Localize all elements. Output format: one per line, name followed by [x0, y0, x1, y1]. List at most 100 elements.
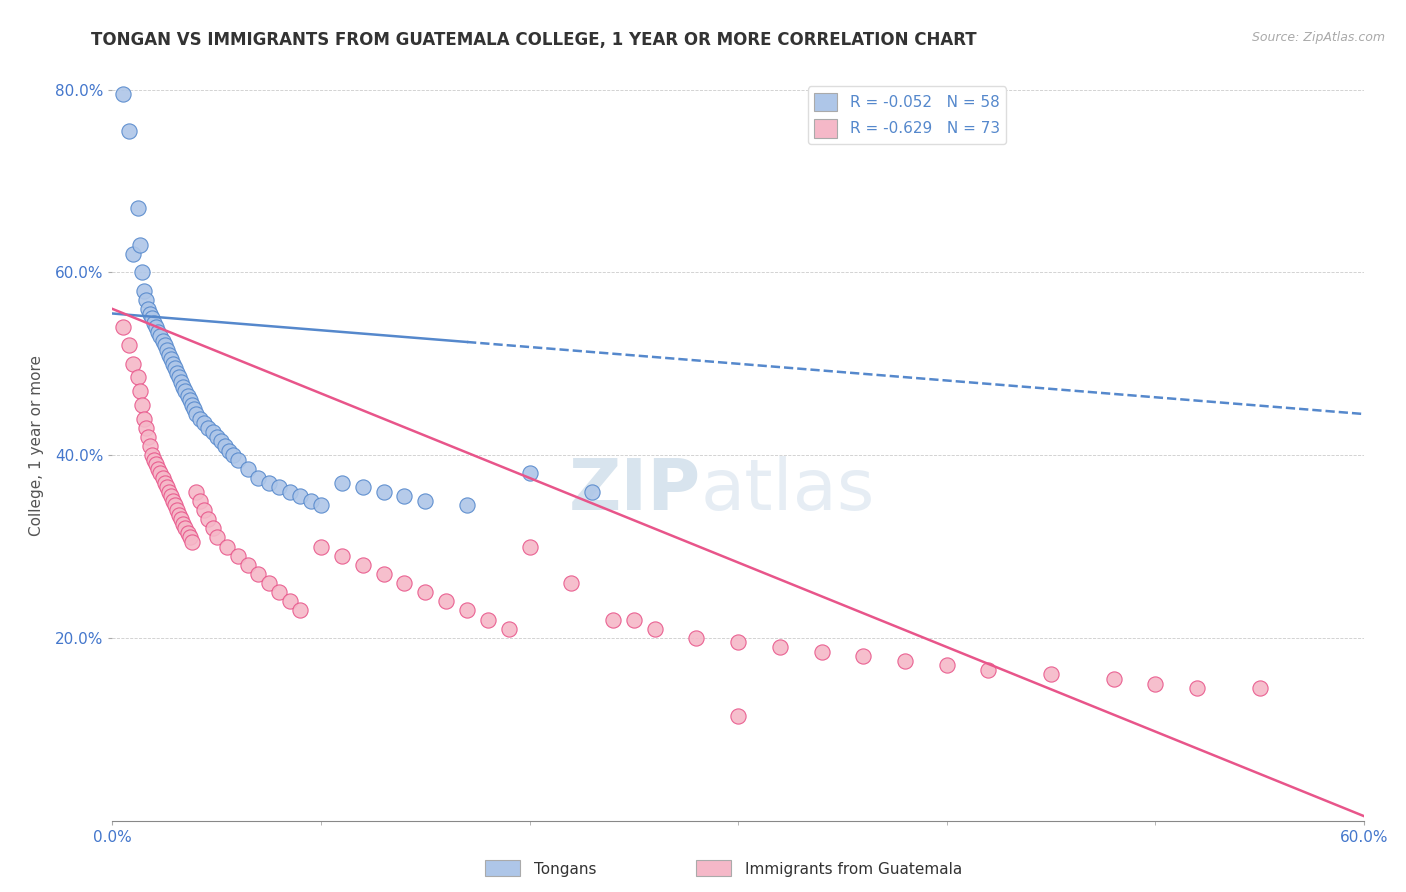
Point [180, 535, 202, 549]
Point [290, 603, 312, 617]
Point [236, 462, 259, 476]
Point [135, 293, 157, 307]
Point [644, 622, 666, 636]
Y-axis label: College, 1 year or more: College, 1 year or more [30, 356, 44, 536]
Point [1039, 667, 1063, 681]
FancyBboxPatch shape [485, 860, 520, 876]
Text: Immigrants from Guatemala: Immigrants from Guatemala [745, 863, 963, 877]
Point [247, 471, 270, 485]
Point [222, 448, 245, 462]
Text: Source: ZipAtlas.com: Source: ZipAtlas.com [1251, 31, 1385, 45]
Point [162, 357, 184, 371]
Point [143, 316, 166, 330]
Point [148, 325, 170, 339]
Point [413, 585, 436, 599]
Point [456, 603, 478, 617]
Point [174, 521, 197, 535]
Point [156, 480, 179, 494]
Point [139, 439, 162, 453]
Point [153, 338, 176, 352]
Point [1249, 681, 1271, 695]
Point [148, 462, 170, 476]
Point [290, 489, 312, 503]
Point [309, 499, 332, 513]
Point [278, 594, 301, 608]
Point [166, 503, 188, 517]
Point [136, 430, 159, 444]
Point [394, 576, 416, 591]
Point [205, 530, 228, 544]
Point [623, 613, 645, 627]
Legend: R = -0.052   N = 58, R = -0.629   N = 73: R = -0.052 N = 58, R = -0.629 N = 73 [808, 87, 1005, 144]
Point [519, 540, 541, 554]
Point [152, 471, 174, 485]
Point [131, 265, 153, 279]
Point [183, 402, 205, 417]
Point [122, 357, 145, 371]
Point [214, 439, 236, 453]
Point [352, 558, 374, 572]
Point [135, 421, 157, 435]
Point [163, 499, 186, 513]
Point [852, 649, 875, 664]
Point [141, 311, 163, 326]
Point [149, 329, 172, 343]
Point [170, 512, 193, 526]
Point [111, 87, 134, 102]
Point [145, 320, 167, 334]
Point [160, 489, 183, 503]
Point [179, 530, 201, 544]
Point [193, 503, 215, 517]
Point [176, 525, 198, 540]
Point [602, 613, 624, 627]
Point [163, 361, 186, 376]
Point [247, 566, 270, 581]
Point [128, 384, 150, 399]
Point [167, 370, 190, 384]
Text: ZIP: ZIP [568, 457, 700, 525]
Point [152, 334, 174, 348]
Point [257, 475, 280, 490]
Point [157, 484, 180, 499]
Point [179, 393, 201, 408]
Point [217, 540, 239, 554]
Point [197, 421, 219, 435]
Point [167, 508, 190, 522]
Point [257, 576, 280, 591]
Point [172, 516, 194, 531]
Point [188, 411, 211, 425]
Point [139, 306, 162, 320]
Point [128, 238, 150, 252]
Point [180, 398, 202, 412]
Point [373, 484, 395, 499]
Point [162, 493, 184, 508]
Point [498, 622, 520, 636]
Point [299, 493, 322, 508]
Point [170, 375, 193, 389]
Point [1185, 681, 1208, 695]
Point [456, 499, 478, 513]
Point [122, 247, 145, 261]
Point [201, 425, 224, 440]
Point [581, 484, 603, 499]
Point [477, 613, 499, 627]
Point [166, 366, 188, 380]
Point [136, 301, 159, 316]
Point [977, 663, 1000, 677]
Point [519, 467, 541, 481]
Point [434, 594, 457, 608]
Point [184, 407, 207, 421]
Point [685, 631, 707, 645]
Point [197, 512, 219, 526]
Point [118, 338, 141, 352]
Point [727, 635, 749, 649]
Text: atlas: atlas [700, 457, 875, 525]
Point [269, 585, 291, 599]
Point [810, 644, 832, 658]
Point [201, 521, 224, 535]
Point [894, 654, 917, 668]
Point [131, 398, 153, 412]
Text: TONGAN VS IMMIGRANTS FROM GUATEMALA COLLEGE, 1 YEAR OR MORE CORRELATION CHART: TONGAN VS IMMIGRANTS FROM GUATEMALA COLL… [91, 31, 977, 49]
Point [145, 457, 167, 471]
Text: Tongans: Tongans [534, 863, 596, 877]
